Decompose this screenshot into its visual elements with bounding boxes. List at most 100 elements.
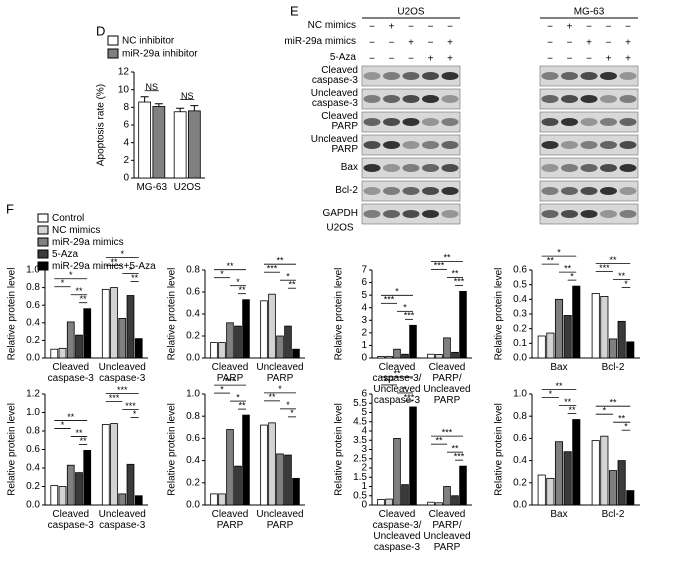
- y-tick-label: 0.0: [186, 500, 200, 511]
- significance-label: **: [393, 368, 401, 378]
- treatment-sign: +: [447, 38, 453, 49]
- x-tick-label: Uncleaved PARP: [256, 509, 304, 531]
- band: [422, 187, 439, 195]
- band: [441, 187, 459, 195]
- significance-label: *: [624, 422, 628, 432]
- band: [600, 72, 617, 80]
- significance-label: *: [286, 272, 290, 282]
- bar: [608, 470, 618, 506]
- y-tick-label: 0.4: [186, 455, 200, 466]
- band: [402, 95, 420, 103]
- bar: [242, 299, 250, 359]
- band: [561, 118, 578, 126]
- band: [580, 164, 598, 172]
- significance-label: *: [624, 279, 628, 289]
- legend-label: NC inhibitor: [122, 36, 175, 47]
- bar: [451, 351, 459, 359]
- band: [619, 141, 637, 149]
- band: [422, 141, 439, 149]
- bar: [75, 334, 83, 359]
- band: [441, 210, 459, 218]
- bar: [234, 465, 242, 506]
- significance-label: *: [278, 384, 282, 394]
- y-tick-label: 1.0: [26, 407, 40, 418]
- significance-label: **: [564, 397, 572, 407]
- significance-label: **: [111, 257, 119, 267]
- band: [383, 95, 400, 103]
- panel-label: F: [6, 201, 14, 216]
- legend-label: miR-29a mimics: [52, 237, 124, 248]
- significance-label: *: [395, 287, 399, 297]
- y-tick-label: 0.4: [26, 317, 40, 328]
- blot-row-label: Uncleaved caspase-3: [310, 88, 358, 109]
- y-tick-label: 0: [361, 500, 367, 511]
- treatment-sign: −: [606, 22, 612, 33]
- bar: [276, 335, 284, 359]
- x-tick-label: MG-63: [136, 182, 168, 193]
- error-bar: [154, 103, 163, 107]
- significance-label: **: [276, 256, 284, 266]
- band: [402, 164, 420, 172]
- band: [363, 164, 381, 172]
- significance-label: *: [403, 384, 407, 394]
- x-tick-label: Bcl-2: [601, 362, 625, 373]
- bar: [435, 502, 443, 506]
- bar: [210, 493, 218, 506]
- significance-label: *: [557, 248, 561, 258]
- significance-label: *: [69, 270, 73, 280]
- bar: [435, 354, 443, 359]
- band: [600, 164, 617, 172]
- band: [363, 187, 381, 195]
- band: [580, 141, 598, 149]
- significance-label: **: [238, 400, 246, 410]
- y-axis-label: Relative protein level: [7, 403, 18, 496]
- band: [422, 118, 439, 126]
- bar: [572, 285, 581, 359]
- bar: [83, 308, 92, 359]
- band: [541, 95, 559, 103]
- y-axis-label: Relative protein level: [334, 268, 345, 361]
- y-tick-label: 0: [123, 173, 129, 184]
- bar: [563, 451, 572, 506]
- blot-row-label: Uncleaved PARP: [310, 134, 358, 155]
- treatment-sign: +: [447, 54, 453, 65]
- x-tick-label: Uncleaved caspase-3: [98, 509, 146, 531]
- significance-label: **: [443, 253, 451, 263]
- y-tick-label: 10: [118, 84, 130, 95]
- y-tick-label: 12: [118, 67, 130, 78]
- bar: [600, 295, 609, 359]
- y-axis-label: Relative protein level: [494, 268, 505, 361]
- blot-row-label: Bcl-2: [335, 185, 358, 196]
- bar: [393, 348, 401, 359]
- significance-label: **: [80, 294, 88, 304]
- significance-label: **: [75, 286, 83, 296]
- y-axis-label: Relative protein level: [334, 403, 345, 496]
- blot-strip: [539, 134, 639, 156]
- band: [600, 118, 617, 126]
- y-tick-label: 1.0: [513, 389, 527, 400]
- bar: [234, 325, 242, 359]
- bar: [626, 341, 635, 359]
- significance-label: **: [435, 436, 443, 446]
- significance-label: *: [61, 278, 65, 288]
- treatment-sign: +: [567, 22, 573, 33]
- legend-label: miR-29a mimics+5-Aza: [52, 261, 156, 272]
- band: [541, 72, 559, 80]
- band: [561, 72, 578, 80]
- significance-label: ***: [384, 376, 395, 386]
- bar: [66, 464, 75, 506]
- subtitle: U2OS: [326, 223, 354, 234]
- significance-label: ***: [384, 295, 395, 305]
- bar: [377, 356, 385, 359]
- bar: [427, 353, 435, 359]
- bar: [459, 465, 467, 506]
- band: [363, 95, 381, 103]
- bar: [226, 429, 234, 506]
- significance-label: **: [75, 428, 83, 438]
- bar: [50, 485, 59, 506]
- bar: [242, 414, 250, 506]
- significance-label: *: [220, 269, 224, 279]
- bar: [138, 101, 152, 179]
- bar: [110, 423, 118, 506]
- x-tick-label: Cleaved caspase-3: [47, 362, 94, 384]
